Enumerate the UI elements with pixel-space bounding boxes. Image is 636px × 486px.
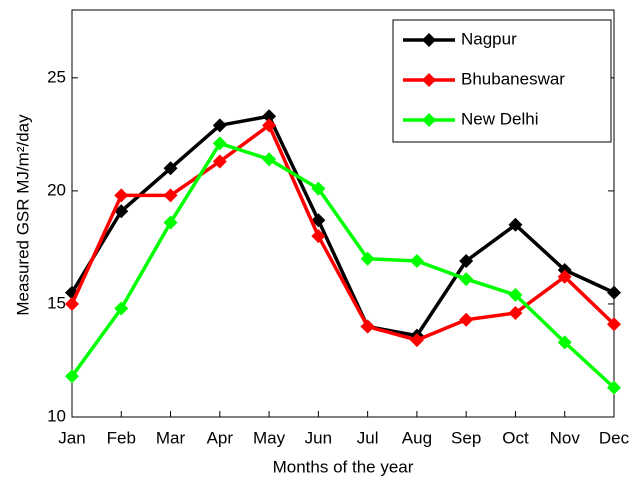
x-tick-label: May (253, 428, 286, 447)
marker (607, 380, 621, 395)
marker (409, 333, 424, 348)
legend-marker (422, 33, 436, 47)
x-tick-label: Apr (207, 428, 234, 447)
x-tick-label: Dec (599, 428, 630, 447)
marker (262, 109, 277, 124)
marker (212, 136, 227, 151)
series-line (70, 114, 615, 338)
y-tick-label: 20 (47, 180, 66, 199)
marker (459, 253, 474, 268)
x-tick-label: Oct (502, 428, 529, 447)
legend-label: Nagpur (461, 29, 517, 48)
legend-marker (422, 113, 436, 127)
series-line (70, 123, 616, 342)
marker (114, 301, 129, 316)
marker (360, 251, 375, 266)
y-axis-label: Measured GSR MJ/m²/day (13, 114, 32, 316)
marker (114, 188, 129, 203)
x-axis-label: Months of the year (273, 457, 414, 476)
marker (459, 312, 474, 327)
marker (311, 213, 326, 228)
marker (508, 305, 523, 320)
x-tick-label: Feb (107, 428, 136, 447)
legend-marker (422, 73, 436, 87)
marker (508, 287, 523, 302)
marker (65, 296, 79, 311)
marker (311, 229, 326, 244)
marker (163, 188, 178, 203)
y-tick-label: 25 (47, 67, 66, 86)
marker (311, 181, 326, 196)
marker (65, 369, 79, 384)
y-tick-label: 15 (47, 293, 66, 312)
marker (459, 272, 474, 287)
legend-label: New Delhi (461, 109, 538, 128)
marker (508, 217, 523, 232)
marker (262, 118, 277, 133)
x-tick-label: Aug (402, 428, 432, 447)
marker (114, 204, 129, 219)
marker (262, 152, 277, 167)
x-tick-label: Jan (58, 428, 85, 447)
plot-frame (71, 9, 615, 418)
x-tick-label: Jun (305, 428, 332, 447)
marker (607, 285, 621, 300)
x-tick-label: Nov (550, 428, 581, 447)
marker (360, 319, 375, 334)
marker (557, 335, 572, 350)
x-tick-label: Mar (156, 428, 186, 447)
marker (557, 269, 572, 284)
y-tick-label: 10 (47, 406, 66, 425)
marker (409, 253, 424, 268)
marker (607, 317, 621, 332)
marker (212, 118, 227, 133)
x-tick-label: Sep (451, 428, 481, 447)
series-line (70, 141, 616, 389)
legend-label: Bhubaneswar (461, 69, 565, 88)
marker (212, 154, 227, 169)
marker (163, 161, 178, 176)
x-tick-label: Jul (357, 428, 379, 447)
marker (163, 215, 178, 230)
